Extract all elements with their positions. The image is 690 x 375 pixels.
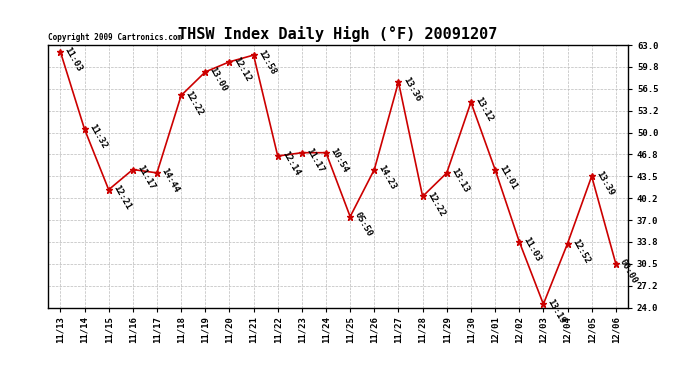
Text: 12:52: 12:52	[570, 237, 591, 265]
Text: 11:17: 11:17	[304, 146, 326, 174]
Text: 11:32: 11:32	[87, 123, 108, 151]
Text: 00:00: 00:00	[618, 258, 640, 285]
Text: 13:13: 13:13	[449, 166, 471, 194]
Text: 05:50: 05:50	[353, 210, 374, 238]
Text: 13:19: 13:19	[546, 298, 567, 326]
Text: 13:12: 13:12	[473, 96, 495, 124]
Text: 11:17: 11:17	[135, 163, 157, 191]
Text: 13:39: 13:39	[594, 170, 615, 198]
Text: 13:00: 13:00	[208, 66, 229, 93]
Text: Copyright 2009 Cartronics.com: Copyright 2009 Cartronics.com	[48, 33, 182, 42]
Text: 14:23: 14:23	[377, 163, 398, 191]
Text: 11:03: 11:03	[63, 45, 84, 73]
Text: 12:58: 12:58	[256, 49, 277, 76]
Text: 12:14: 12:14	[280, 150, 302, 177]
Text: 12:12: 12:12	[232, 56, 253, 83]
Text: 13:36: 13:36	[401, 76, 422, 104]
Text: 10:54: 10:54	[328, 146, 350, 174]
Text: 11:01: 11:01	[497, 163, 519, 191]
Text: 12:22: 12:22	[184, 89, 205, 117]
Title: THSW Index Daily High (°F) 20091207: THSW Index Daily High (°F) 20091207	[179, 27, 497, 42]
Text: 14:44: 14:44	[159, 166, 181, 194]
Text: 12:22: 12:22	[425, 190, 446, 218]
Text: 12:21: 12:21	[111, 183, 132, 211]
Text: 11:03: 11:03	[522, 235, 543, 263]
